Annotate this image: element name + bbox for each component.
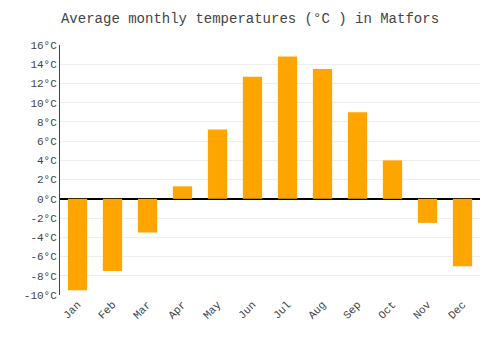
svg-text:-6°C: -6°C bbox=[30, 251, 57, 263]
svg-text:10°C: 10°C bbox=[30, 98, 57, 110]
svg-text:6°C: 6°C bbox=[37, 136, 57, 148]
svg-text:Sep: Sep bbox=[341, 299, 363, 321]
svg-text:-10°C: -10°C bbox=[24, 290, 57, 302]
svg-text:Jan: Jan bbox=[61, 299, 83, 321]
svg-text:-2°C: -2°C bbox=[30, 213, 57, 225]
svg-text:May: May bbox=[201, 299, 224, 322]
svg-text:-4°C: -4°C bbox=[30, 232, 57, 244]
svg-text:0°C: 0°C bbox=[37, 194, 57, 206]
svg-text:Average monthly temperatures (: Average monthly temperatures (°C ) in Ma… bbox=[61, 11, 439, 27]
svg-text:Oct: Oct bbox=[376, 299, 398, 321]
svg-text:Apr: Apr bbox=[166, 299, 188, 321]
svg-text:Aug: Aug bbox=[306, 299, 328, 321]
svg-text:16°C: 16°C bbox=[30, 40, 57, 52]
svg-text:Nov: Nov bbox=[411, 299, 434, 322]
svg-text:-8°C: -8°C bbox=[30, 271, 57, 283]
svg-text:8°C: 8°C bbox=[37, 117, 57, 129]
svg-text:4°C: 4°C bbox=[37, 155, 57, 167]
svg-text:Jul: Jul bbox=[271, 299, 293, 321]
svg-text:12°C: 12°C bbox=[30, 78, 57, 90]
svg-text:Jun: Jun bbox=[236, 299, 258, 321]
svg-text:Dec: Dec bbox=[446, 299, 468, 321]
svg-text:14°C: 14°C bbox=[30, 59, 57, 71]
svg-text:Mar: Mar bbox=[131, 299, 153, 321]
svg-text:2°C: 2°C bbox=[37, 174, 57, 186]
svg-text:Feb: Feb bbox=[96, 299, 118, 321]
